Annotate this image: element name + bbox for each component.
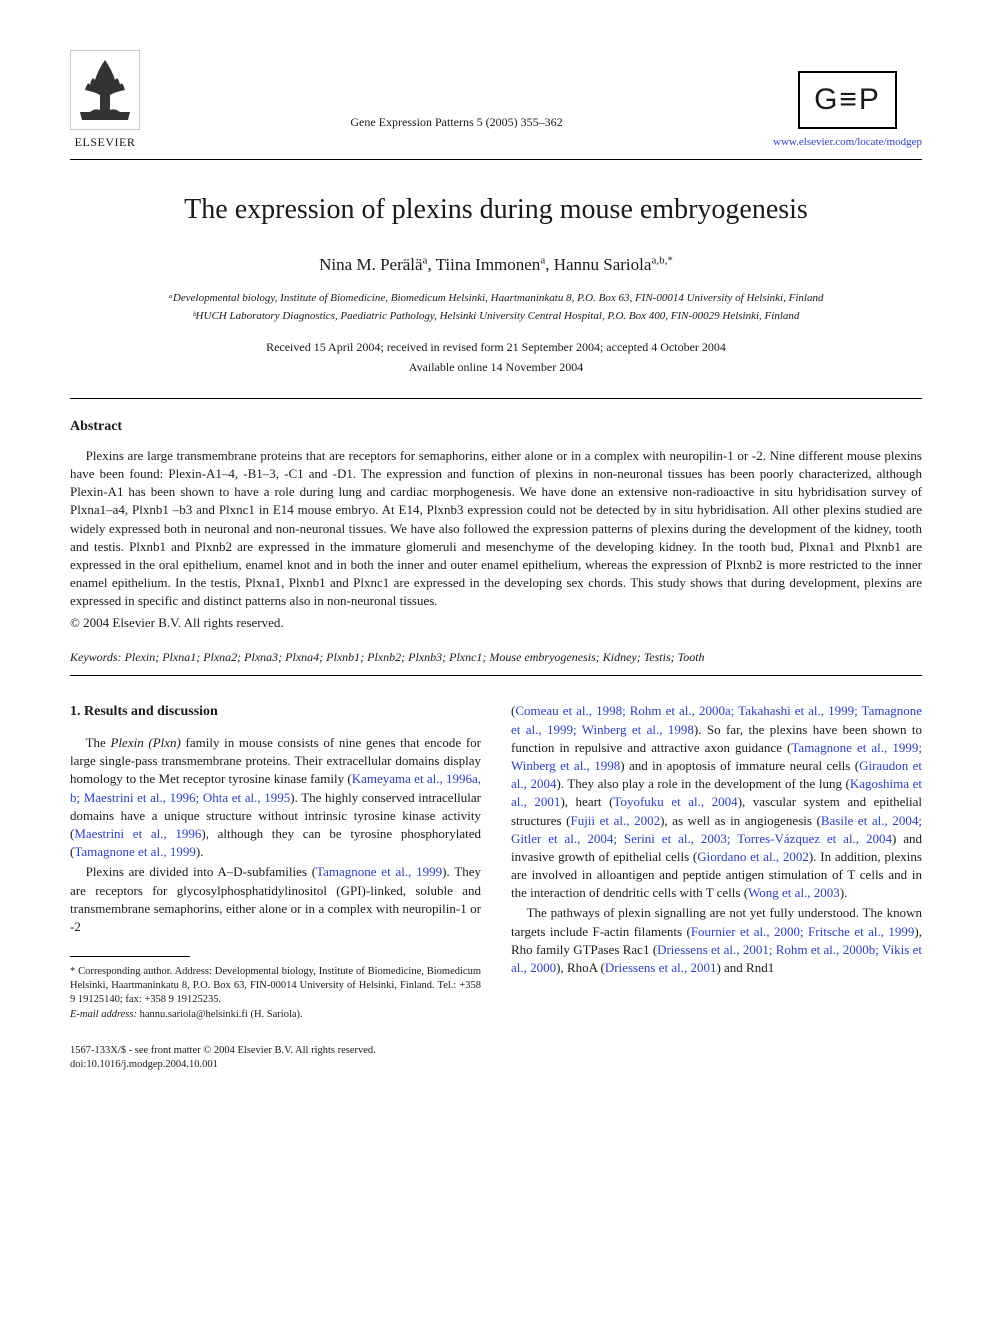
text-run: ). (840, 885, 848, 900)
copyright-line: © 2004 Elsevier B.V. All rights reserved… (70, 614, 922, 632)
keywords-line: Keywords: Plexin; Plxna1; Plxna2; Plxna3… (70, 649, 922, 666)
footer-doi: doi:10.1016/j.modgep.2004.10.001 (70, 1058, 376, 1073)
abstract-top-rule (70, 398, 922, 399)
email-label: E-mail address: (70, 1009, 137, 1020)
text-run: ), heart ( (560, 794, 613, 809)
column-left: 1. Results and discussion The Plexin (Pl… (70, 702, 481, 1021)
keywords-label: Keywords: (70, 650, 122, 664)
gep-logo: G≡P (798, 71, 897, 129)
text-run: ) and Rnd1 (716, 960, 774, 975)
footer-issn: 1567-133X/$ - see front matter © 2004 El… (70, 1044, 376, 1059)
footer-copyright: 1567-133X/$ - see front matter © 2004 El… (70, 1044, 376, 1073)
article-title: The expression of plexins during mouse e… (70, 190, 922, 229)
citation-link[interactable]: Tamagnone et al., 1999 (74, 844, 195, 859)
column-right: (Comeau et al., 1998; Rohm et al., 2000a… (511, 702, 922, 1021)
text-run: ), as well as in angiogenesis ( (660, 813, 821, 828)
citation-link[interactable]: Fournier et al., 2000; Fritsche et al., … (691, 924, 915, 939)
text-run: The (86, 735, 111, 750)
abstract-heading: Abstract (70, 417, 922, 437)
citation-link[interactable]: Tamagnone et al., 1999 (316, 864, 442, 879)
elsevier-text: ELSEVIER (75, 134, 136, 151)
two-column-body: 1. Results and discussion The Plexin (Pl… (70, 702, 922, 1021)
paragraph-2: Plexins are divided into A–D-subfamilies… (70, 863, 481, 936)
affiliation-a: ᵃDevelopmental biology, Institute of Bio… (70, 291, 922, 306)
text-run: ) and in apoptosis of immature neural ce… (620, 758, 859, 773)
text-run: ). They also play a role in the developm… (556, 776, 849, 791)
citation-link[interactable]: Toyofuku et al., 2004 (613, 794, 737, 809)
gep-logo-block: G≡P www.elsevier.com/locate/modgep (773, 71, 922, 150)
author-1: Nina M. Perälä (319, 255, 422, 274)
paragraph-1: The Plexin (Plxn) family in mouse consis… (70, 734, 481, 861)
citation-link[interactable]: Maestrini et al., 1996 (74, 826, 201, 841)
text-run: ). (196, 844, 204, 859)
elsevier-tree-icon (70, 50, 140, 130)
header-rule (70, 159, 922, 160)
elsevier-logo-block: ELSEVIER (70, 50, 140, 151)
footnote-separator (70, 956, 190, 957)
citation-link[interactable]: Wong et al., 2003 (748, 885, 840, 900)
header-row: ELSEVIER Gene Expression Patterns 5 (200… (70, 50, 922, 151)
citation-link[interactable]: Fujii et al., 2002 (570, 813, 660, 828)
author-3: , Hannu Sariola (545, 255, 651, 274)
keywords-rule (70, 675, 922, 676)
author-3-sup: a,b,* (651, 254, 672, 266)
journal-url[interactable]: www.elsevier.com/locate/modgep (773, 135, 922, 150)
authors-line: Nina M. Peräläa, Tiina Immonena, Hannu S… (70, 253, 922, 277)
author-2: , Tiina Immonen (427, 255, 540, 274)
abstract-text: Plexins are large transmembrane proteins… (70, 447, 922, 611)
paragraph-4: The pathways of plexin signalling are no… (511, 904, 922, 977)
text-run: Plexins are divided into A–D-subfamilies… (86, 864, 316, 879)
article-dates: Received 15 April 2004; received in revi… (70, 339, 922, 356)
available-online: Available online 14 November 2004 (70, 359, 922, 376)
email-footnote: E-mail address: hannu.sariola@helsinki.f… (70, 1008, 481, 1022)
paragraph-3: (Comeau et al., 1998; Rohm et al., 2000a… (511, 702, 922, 902)
journal-reference: Gene Expression Patterns 5 (2005) 355–36… (140, 114, 773, 131)
corresponding-author-footnote: * Corresponding author. Address: Develop… (70, 965, 481, 1008)
section-heading: 1. Results and discussion (70, 702, 481, 722)
text-run: ), RhoA ( (556, 960, 605, 975)
affiliation-b: ᵇHUCH Laboratory Diagnostics, Paediatric… (70, 309, 922, 324)
citation-link[interactable]: Giordano et al., 2002 (697, 849, 809, 864)
keywords-list: Plexin; Plxna1; Plxna2; Plxna3; Plxna4; … (122, 650, 705, 664)
italic-term: Plexin (Plxn) (110, 735, 180, 750)
citation-link[interactable]: Driessens et al., 2001 (605, 960, 717, 975)
email-address: hannu.sariola@helsinki.fi (H. Sariola). (137, 1009, 303, 1020)
footer-row: 1567-133X/$ - see front matter © 2004 El… (70, 1044, 922, 1073)
